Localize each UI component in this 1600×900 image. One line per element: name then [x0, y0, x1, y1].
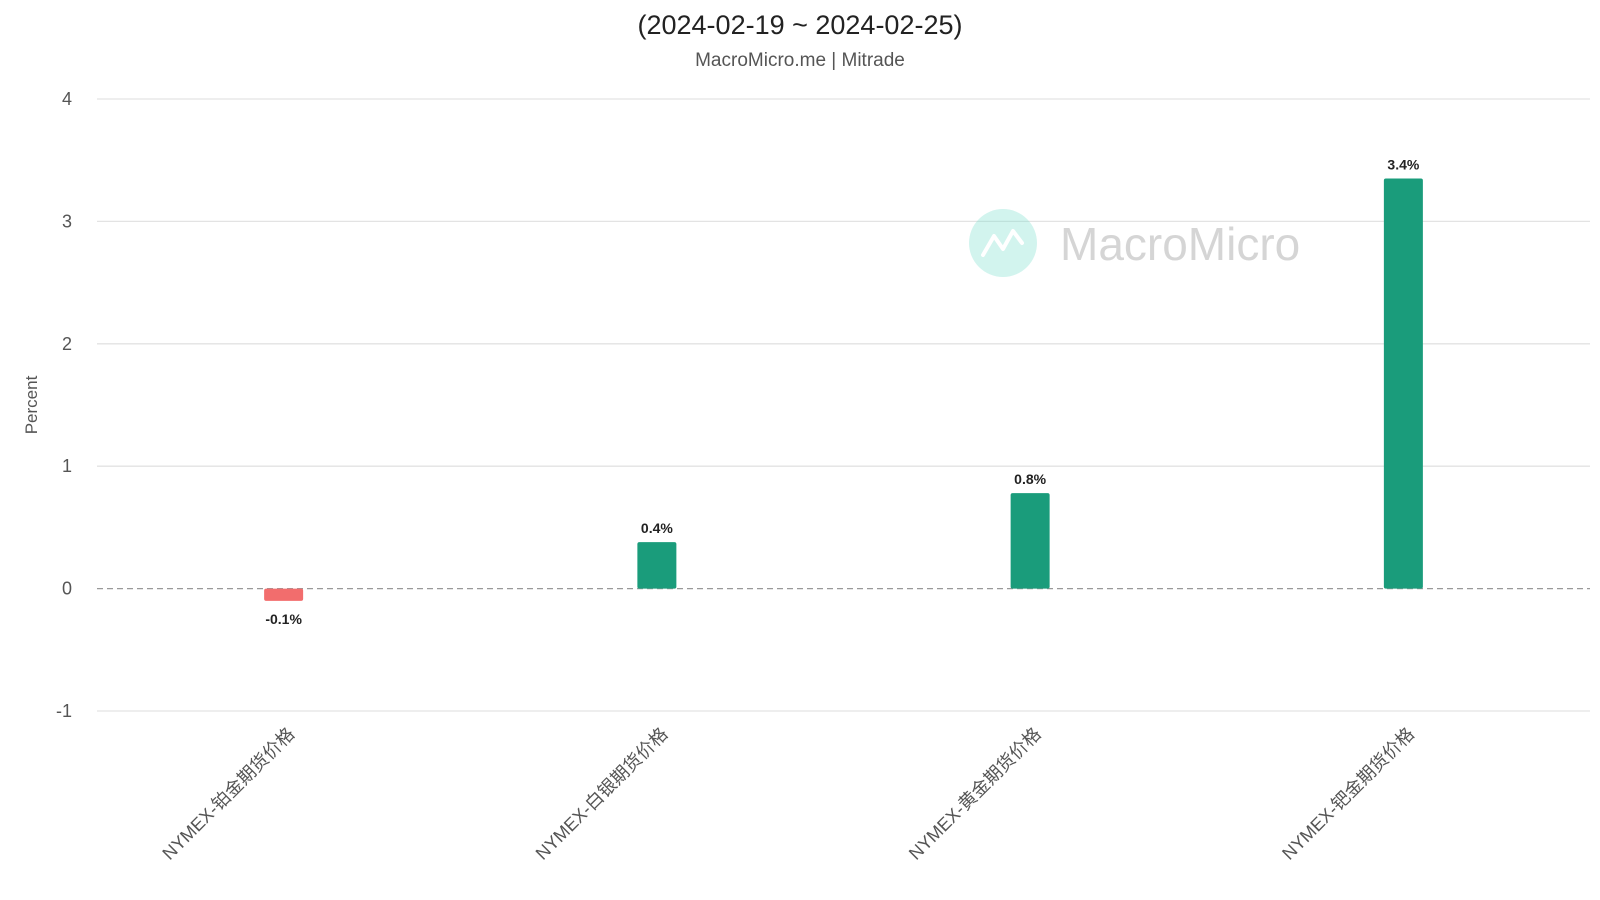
macromicro-logo-icon: [969, 209, 1037, 277]
bars: [264, 178, 1423, 601]
y-tick-label: -1: [56, 701, 72, 721]
y-tick-label: 0: [62, 579, 72, 599]
chart-subtitle: MacroMicro.me | Mitrade: [695, 50, 905, 71]
bar: [264, 588, 304, 601]
data-labels: -0.1% 0.4% 0.8% 3.4%: [265, 157, 1420, 627]
y-axis-label: Percent: [22, 375, 41, 434]
y-tick-label: 3: [62, 211, 72, 231]
x-tick-label: NYMEX-铂金期货价格: [158, 724, 298, 864]
y-tick-label: 2: [62, 334, 72, 354]
x-axis: NYMEX-铂金期货价格 NYMEX-白银期货价格 NYMEX-黄金期货价格 NYME…: [158, 724, 1418, 864]
logo-trend-icon: [981, 229, 1024, 257]
x-tick-label: NYMEX-钯金期货价格: [1278, 724, 1418, 864]
y-tick-label: 1: [62, 456, 72, 476]
x-tick-label: NYMEX-黄金期货价格: [905, 724, 1045, 864]
data-label: 0.8%: [1014, 471, 1046, 487]
gridlines: [97, 98, 1590, 712]
watermark: MacroMicro: [969, 209, 1300, 277]
data-label: 0.4%: [641, 520, 673, 536]
bar: [1383, 178, 1423, 589]
data-label: -0.1%: [265, 611, 302, 627]
bar: [1010, 493, 1050, 589]
x-tick-label: NYMEX-白银期货价格: [532, 724, 672, 864]
y-tick-label: 4: [62, 89, 72, 109]
bar: [637, 542, 677, 589]
data-label: 3.4%: [1387, 157, 1419, 173]
chart-title: (2024-02-19 ~ 2024-02-25): [637, 10, 963, 40]
y-axis: 4 3 2 1 0 -1: [56, 89, 72, 721]
watermark-text: MacroMicro: [1060, 218, 1300, 270]
